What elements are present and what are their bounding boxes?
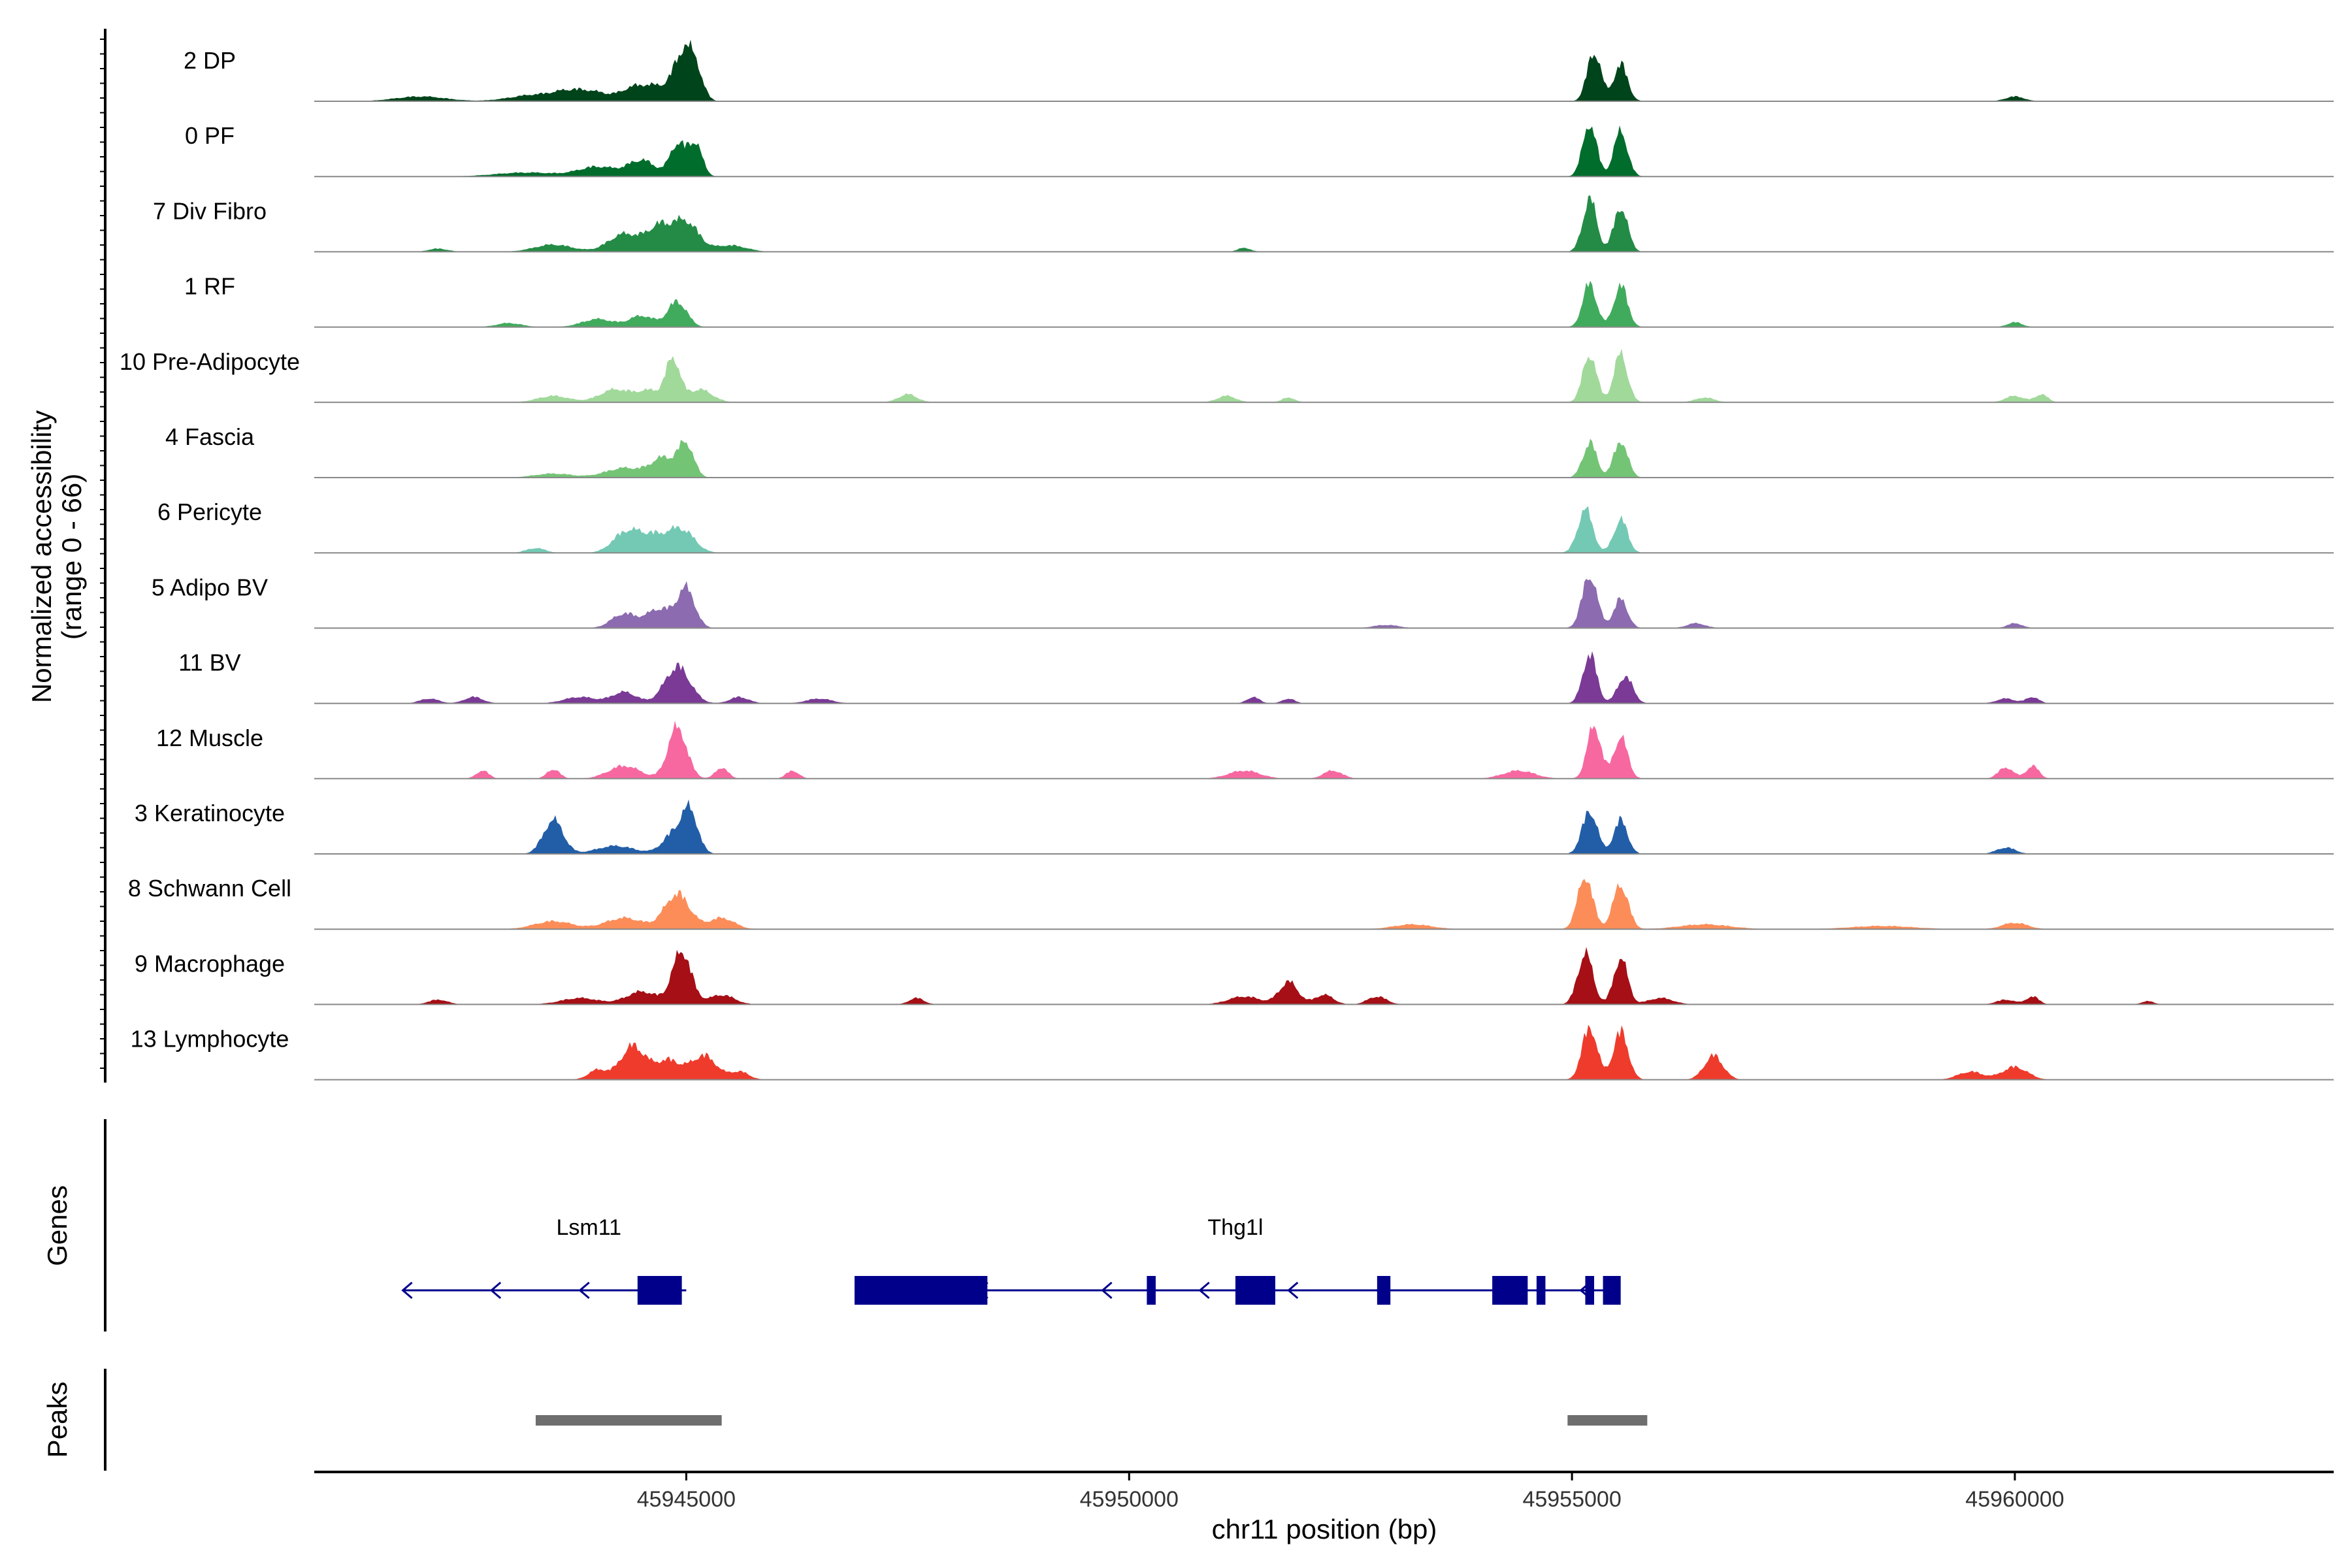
peak-panel	[535, 1415, 1648, 1426]
genes-panel-label: Genes	[42, 1185, 73, 1266]
gene-model: Lsm11	[401, 1215, 687, 1305]
gene-annotation-panel: Lsm11 Thg1l	[401, 1215, 1621, 1305]
gene-label: Lsm11	[557, 1215, 622, 1240]
coverage-track: 12 Muscle	[156, 721, 2334, 779]
track-label: 8 Schwann Cell	[128, 875, 291, 902]
coverage-area	[314, 125, 2334, 177]
x-axis-label: chr11 position (bp)	[1212, 1514, 1437, 1544]
coverage-track: 8 Schwann Cell	[128, 875, 2334, 930]
track-label: 10 Pre-Adipocyte	[120, 348, 300, 375]
y-axis-label-line1: Normalized accessibility	[26, 410, 57, 703]
exon-block	[1536, 1276, 1546, 1305]
track-label: 0 PF	[185, 122, 235, 149]
track-label: 6 Pericyte	[157, 498, 262, 525]
track-label: 13 Lymphocyte	[131, 1026, 289, 1053]
track-panel: 2 DP 0 PF 7 Div Fibro 1 RF 10 Pre-Adipocyte 4…	[120, 39, 2334, 1081]
track-label: 3 Keratinocyte	[135, 800, 285, 826]
coverage-track: 9 Macrophage	[135, 947, 2334, 1005]
strand-arrow	[401, 1281, 413, 1299]
peak-bar	[535, 1415, 722, 1426]
strand-arrow	[489, 1281, 502, 1299]
track-label: 4 Fascia	[165, 423, 255, 450]
coverage-area	[314, 39, 2334, 101]
coverage-track: 1 RF	[184, 273, 2334, 328]
coverage-track: 13 Lymphocyte	[131, 1024, 2334, 1081]
exon-block	[637, 1276, 682, 1305]
coverage-track: 6 Pericyte	[157, 498, 2334, 554]
coverage-area	[314, 721, 2334, 779]
track-label: 1 RF	[184, 273, 235, 300]
coverage-y-axis	[100, 29, 106, 1083]
coverage-area	[314, 195, 2334, 252]
coverage-track: 11 BV	[178, 649, 2334, 704]
exon-block	[1603, 1276, 1621, 1305]
coverage-area	[314, 280, 2334, 327]
peaks-panel-label: Peaks	[42, 1382, 73, 1458]
x-axis: 45945000 45950000 45955000 45960000	[637, 1472, 2065, 1512]
strand-arrow	[1101, 1281, 1113, 1299]
coverage-area	[314, 1024, 2334, 1080]
x-tick-label: 45945000	[637, 1487, 736, 1512]
coverage-area	[314, 578, 2334, 629]
x-tick-label: 45955000	[1522, 1487, 1621, 1512]
coverage-area	[314, 506, 2334, 553]
coverage-track: 4 Fascia	[165, 423, 2334, 478]
track-label: 12 Muscle	[156, 725, 263, 751]
track-label: 5 Adipo BV	[152, 574, 268, 600]
strand-arrow	[578, 1281, 590, 1299]
y-axis-label-line2: (range 0 - 66)	[56, 474, 87, 640]
track-label: 11 BV	[178, 649, 240, 676]
strand-arrow	[1198, 1281, 1210, 1299]
exon-block	[854, 1276, 988, 1305]
peak-bar	[1567, 1415, 1648, 1426]
coverage-area	[314, 799, 2334, 854]
exon-block	[1235, 1276, 1275, 1305]
coverage-track: 7 Div Fibro	[153, 195, 2334, 253]
gene-label: Thg1l	[1207, 1215, 1263, 1240]
coverage-track: 3 Keratinocyte	[135, 799, 2334, 855]
strand-arrow	[1286, 1281, 1299, 1299]
x-tick-label: 45960000	[1965, 1487, 2064, 1512]
gene-model: Thg1l	[854, 1215, 1621, 1305]
coverage-area	[314, 651, 2334, 704]
exon-block	[1147, 1276, 1156, 1305]
coverage-area	[314, 879, 2334, 930]
exon-block	[1585, 1276, 1594, 1305]
coverage-track: 0 PF	[185, 122, 2334, 178]
track-label: 7 Div Fibro	[153, 197, 267, 224]
x-tick-label: 45950000	[1080, 1487, 1179, 1512]
track-label: 2 DP	[184, 47, 236, 74]
coverage-track: 5 Adipo BV	[152, 574, 2334, 629]
coverage-track: 2 DP	[184, 39, 2334, 102]
exon-block	[1377, 1276, 1391, 1305]
coverage-area	[314, 438, 2334, 478]
exon-block	[1492, 1276, 1528, 1305]
coverage-area	[314, 348, 2334, 402]
coverage-track: 10 Pre-Adipocyte	[120, 348, 2334, 403]
coverage-area	[314, 947, 2334, 1005]
track-label: 9 Macrophage	[135, 950, 285, 977]
